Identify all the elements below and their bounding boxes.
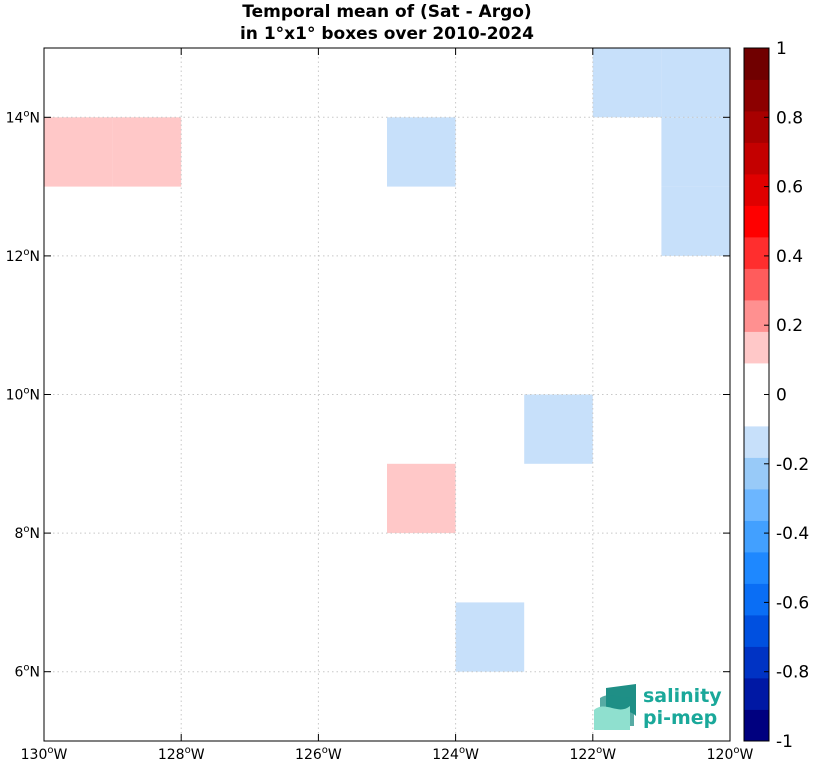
colorbar-tick-label: 1 <box>776 39 787 59</box>
colorbar-band <box>744 48 769 80</box>
heatmap-cell <box>387 117 456 187</box>
heatmap-cell <box>44 117 113 187</box>
colorbar-band <box>744 363 769 395</box>
heatmap-cell <box>661 186 730 256</box>
colorbar-band <box>744 457 769 490</box>
colorbar-tick-label: 0.4 <box>776 247 803 267</box>
y-tick-label: 10oN <box>6 386 40 404</box>
heatmap-cell <box>661 48 730 118</box>
colorbar-tick-label: 0.8 <box>776 108 803 128</box>
colorbar-band <box>744 489 769 521</box>
x-tick-label: 126oW <box>295 745 342 763</box>
x-axis-ticks: 130oW 128oW 126oW 124oW 122oW 120oW <box>21 48 754 763</box>
colorbar-band <box>744 79 769 112</box>
heatmap-cell <box>592 48 662 118</box>
y-tick-label: 6oN <box>14 663 40 681</box>
grid-lines <box>44 48 730 741</box>
heatmap-cell <box>661 117 730 187</box>
y-tick-label: 8oN <box>14 524 40 542</box>
colorbar-band <box>744 426 769 458</box>
heatmap-cell <box>455 602 525 672</box>
chart-title-line-2: in 1°x1° boxes over 2010-2024 <box>240 24 534 44</box>
colorbar-band <box>744 268 769 301</box>
heatmap-cells <box>44 48 730 672</box>
colorbar-band <box>744 709 769 742</box>
colorbar-tick-label: -0.4 <box>776 524 809 544</box>
x-tick-label: 122oW <box>569 745 616 763</box>
logo-text-salinity: salinity <box>643 685 722 707</box>
colorbar-tick-label: -0.8 <box>776 663 809 683</box>
colorbar-band <box>744 237 769 269</box>
x-tick-label: 120oW <box>707 745 754 763</box>
logo-text-pimep: pi-mep <box>643 707 717 729</box>
colorbar-tick-label: -0.6 <box>776 593 809 613</box>
colorbar: -1 -0.8 -0.6 -0.4 -0.2 0 0.2 0.4 0.6 0.8 1 <box>743 39 809 752</box>
colorbar-tick-label: -1 <box>776 732 793 752</box>
colorbar-band <box>744 394 769 427</box>
colorbar-band <box>744 646 769 679</box>
colorbar-band <box>744 583 769 616</box>
colorbar-band <box>744 552 769 584</box>
colorbar-band <box>744 205 769 238</box>
x-tick-label: 128oW <box>158 745 205 763</box>
colorbar-band <box>744 142 769 175</box>
colorbar-band <box>744 174 769 206</box>
colorbar-band <box>744 111 769 143</box>
x-tick-label: 130oW <box>21 745 68 763</box>
x-tick-label: 124oW <box>432 745 479 763</box>
y-tick-label: 14oN <box>6 108 40 126</box>
colorbar-band <box>744 615 769 647</box>
colorbar-tick-label: 0.6 <box>776 178 803 198</box>
colorbar-tick-label: 0 <box>776 386 787 406</box>
colorbar-tick-label: -0.2 <box>776 455 809 475</box>
heatmap-cell <box>387 463 456 534</box>
y-tick-label: 12oN <box>6 247 40 265</box>
colorbar-band <box>744 300 769 332</box>
logo-waves-icon <box>594 684 636 730</box>
heatmap-cell <box>112 117 182 187</box>
y-axis-ticks: 6oN 8oN 10oN 12oN 14oN <box>6 108 730 681</box>
heatmap-cell <box>524 394 593 464</box>
colorbar-band <box>744 678 769 710</box>
colorbar-tick-label: 0.2 <box>776 316 803 336</box>
chart-title-line-1: Temporal mean of (Sat - Argo) <box>242 2 531 22</box>
salinity-pimep-logo: salinity pi-mep <box>594 684 722 730</box>
colorbar-band <box>744 520 769 553</box>
colorbar-band <box>744 331 769 364</box>
